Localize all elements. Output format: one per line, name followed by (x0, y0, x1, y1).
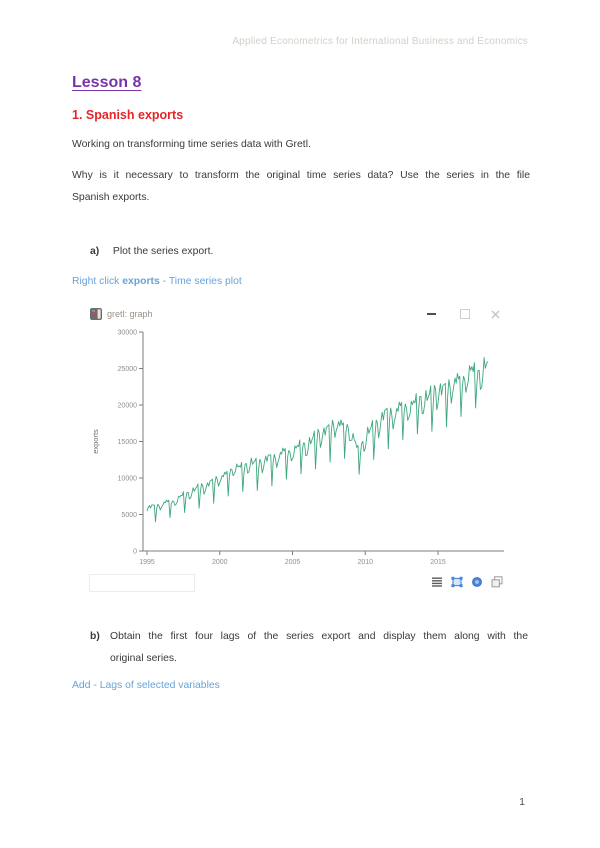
window-title: gretl: graph (107, 309, 153, 319)
window-titlebar[interactable]: gretl: graph (88, 303, 510, 325)
copy-windows-icon[interactable] (490, 575, 504, 589)
svg-text:10000: 10000 (118, 476, 138, 483)
svg-text:2010: 2010 (357, 559, 373, 566)
svg-text:2005: 2005 (285, 559, 301, 566)
instruction-a-suffix: - Time series plot (159, 276, 242, 287)
maximize-button[interactable] (458, 303, 472, 325)
status-field (89, 574, 195, 592)
window-statusbar (88, 571, 510, 595)
item-b-text: Obtain the first four lags of the series… (110, 626, 528, 670)
gretl-app-icon (90, 308, 102, 320)
svg-text:2000: 2000 (212, 559, 228, 566)
select-region-icon[interactable] (450, 575, 464, 589)
svg-text:30000: 30000 (118, 330, 138, 337)
pan-icon[interactable] (470, 575, 484, 589)
paragraph-question-line-1: Why is it necessary to transform the ori… (72, 170, 530, 181)
instruction-a-prefix: Right click (72, 276, 123, 287)
item-a-text: Plot the series export. (112, 246, 214, 257)
svg-text:5000: 5000 (121, 512, 137, 519)
page-number: 1 (519, 796, 525, 808)
svg-text:25000: 25000 (118, 366, 138, 373)
close-button[interactable] (488, 303, 502, 325)
minimize-button[interactable] (424, 303, 438, 325)
svg-text:15000: 15000 (118, 439, 138, 446)
svg-text:1995: 1995 (139, 559, 155, 566)
statusbar-icons (430, 575, 504, 589)
running-header: Applied Econometrics for International B… (232, 36, 528, 47)
section-heading: 1. Spanish exports (72, 108, 184, 122)
svg-text:2015: 2015 (430, 559, 446, 566)
instruction-lags: Add - Lags of selected variables (72, 680, 220, 691)
paragraph-question-line-2: Spanish exports. (72, 192, 150, 203)
time-series-plot: 0 5000 10000 15000 20000 25000 30000 1995 2000 20… (91, 330, 504, 566)
item-b-line-1: Obtain the first four lags of the series… (110, 631, 528, 642)
close-icon (491, 310, 499, 318)
lesson-title: Lesson 8 (72, 74, 142, 91)
window-controls (400, 303, 510, 325)
item-b-label: b) (90, 631, 100, 642)
svg-text:exports: exports (91, 429, 100, 454)
instruction-time-series-plot: Right click exports - Time series plot (72, 274, 242, 290)
menu-icon[interactable] (430, 575, 444, 589)
item-a: a) Plot the series export. (90, 244, 213, 260)
item-b-line-2: original series. (110, 653, 177, 664)
svg-text:20000: 20000 (118, 403, 138, 410)
item-a-label: a) (90, 246, 100, 257)
gretl-graph-window: gretl: graph 0 5000 10000 15000 20000 25000 30… (88, 303, 510, 595)
paragraph-question: Why is it necessary to transform the ori… (72, 165, 530, 209)
instruction-a-variable: exports (122, 276, 160, 287)
paragraph-intro: Working on transforming time series data… (72, 139, 311, 150)
svg-text:0: 0 (133, 549, 137, 556)
item-b: b) Obtain the first four lags of the ser… (90, 626, 528, 670)
